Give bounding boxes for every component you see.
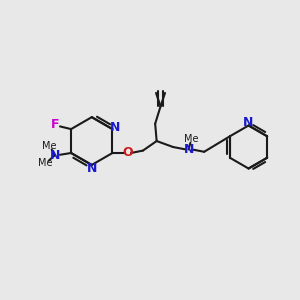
Text: N: N [87,162,97,175]
Text: Me: Me [38,158,52,168]
Text: N: N [183,143,194,156]
Text: Me: Me [184,134,198,144]
Text: F: F [51,118,60,131]
Text: O: O [122,146,133,160]
Text: N: N [110,121,121,134]
Text: N: N [243,116,254,129]
Text: N: N [50,149,60,162]
Text: Me: Me [42,141,56,152]
